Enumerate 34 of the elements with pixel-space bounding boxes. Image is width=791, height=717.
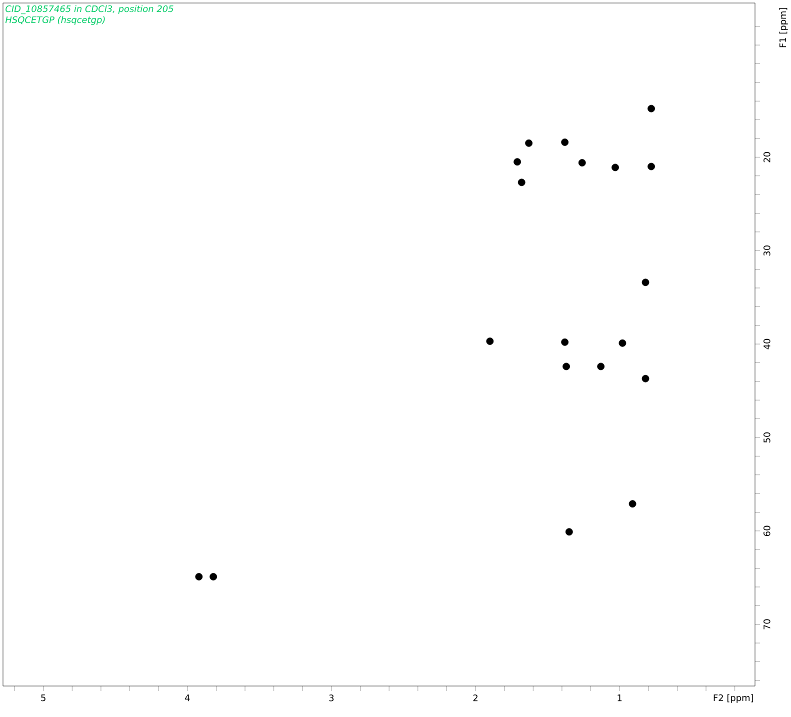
- text: HSQCETGP (hsqcetgp): [5, 16, 105, 25]
- point: [486, 338, 494, 345]
- point: [578, 159, 586, 166]
- point: [618, 339, 626, 347]
- chart-title: CID_10857465 in CDCl3, position 205: [6, 5, 174, 14]
- point: [597, 362, 605, 370]
- y-tick-label: 70: [764, 619, 770, 630]
- point: [525, 139, 533, 147]
- y-axis-title: F1 [ppm]: [779, 8, 788, 48]
- point: [210, 572, 218, 580]
- point: [195, 572, 203, 580]
- point: [518, 178, 526, 186]
- y-tick-label: 20: [764, 152, 770, 162]
- y-tick-label: 40: [764, 338, 770, 350]
- point: [612, 164, 619, 172]
- point: [648, 162, 655, 170]
- point: [562, 362, 570, 370]
- y-tick-label: 60: [764, 526, 770, 536]
- point: [642, 278, 650, 286]
- point: [648, 104, 655, 112]
- point: [514, 158, 521, 166]
- point: [565, 528, 573, 536]
- point: [561, 138, 569, 146]
- x-tick-label: 4: [184, 694, 190, 702]
- x-tick-label: 1: [618, 694, 622, 702]
- point: [561, 338, 569, 346]
- y-tick-label: 50: [764, 432, 770, 442]
- x-tick-label: 2: [473, 694, 478, 702]
- x-tick-label: 5: [41, 694, 46, 702]
- point: [642, 374, 650, 382]
- point: [628, 500, 636, 508]
- x-tick-label: 3: [329, 694, 334, 702]
- y-tick-label: 30: [764, 245, 770, 256]
- x-axis-title: F2 [ppm]: [714, 694, 754, 703]
